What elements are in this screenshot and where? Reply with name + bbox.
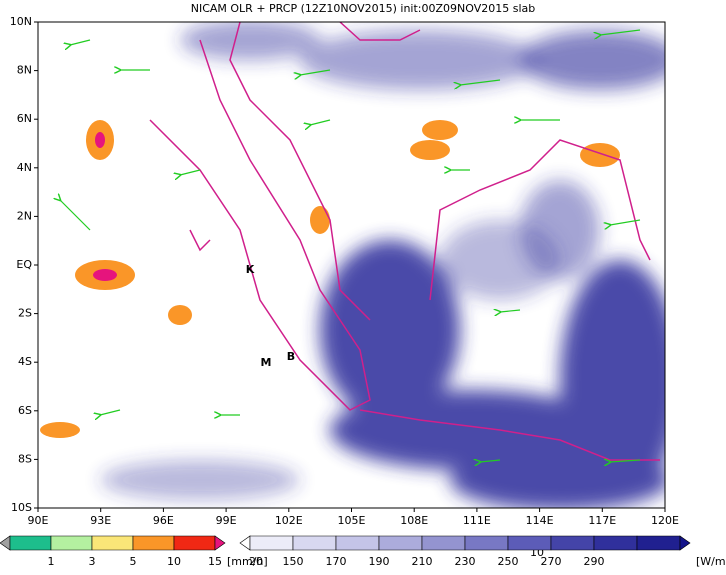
lon-label: 102E (275, 514, 303, 527)
lat-label: EQ (16, 258, 32, 271)
map-field (38, 22, 665, 508)
lon-label: 111E (463, 514, 491, 527)
color-swatch (550, 535, 595, 551)
color-swatch (679, 535, 691, 551)
marker-label: K (246, 263, 255, 276)
legend-label: 1 (48, 555, 55, 568)
legend-label: 290 (584, 555, 605, 568)
lat-label: 6S (18, 404, 32, 417)
color-swatch (132, 535, 175, 551)
color-swatch (239, 535, 251, 551)
marker-label: M (261, 356, 272, 369)
legend-label: 170 (326, 555, 347, 568)
lon-label: 90E (28, 514, 49, 527)
lat-label: 10N (10, 15, 32, 28)
color-swatch (0, 535, 11, 551)
lon-label: 96E (153, 514, 174, 527)
lat-label: 8N (17, 64, 32, 77)
color-swatch (507, 535, 552, 551)
lat-label: 4N (17, 161, 32, 174)
lon-label: 120E (651, 514, 679, 527)
marker-label: B (287, 350, 295, 363)
color-swatch (9, 535, 52, 551)
legend-label: 15 (208, 555, 222, 568)
lat-label: 2N (17, 209, 32, 222)
color-swatch (173, 535, 216, 551)
color-swatch (91, 535, 134, 551)
legend-label: 250 (498, 555, 519, 568)
title: NICAM OLR + PRCP (12Z10NOV2015) init:00Z… (191, 2, 536, 15)
lon-label: 117E (588, 514, 616, 527)
lat-label: 4S (18, 355, 32, 368)
legend-label: 150 (283, 555, 304, 568)
color-swatch (378, 535, 423, 551)
legend-label: 270 (541, 555, 562, 568)
legend-label: 190 (369, 555, 390, 568)
color-swatch (249, 535, 294, 551)
lat-label: 2S (18, 307, 32, 320)
legend-label: 210 (412, 555, 433, 568)
color-swatch (335, 535, 380, 551)
color-swatch (214, 535, 226, 551)
legend-unit: [mm/h] (227, 555, 268, 568)
legend-label: 20 (249, 555, 263, 568)
lon-label: 99E (216, 514, 237, 527)
legend-unit: [W/m^2] (696, 555, 726, 568)
lon-label: 93E (90, 514, 111, 527)
legend-label: 3 (89, 555, 96, 568)
color-swatch (421, 535, 466, 551)
lon-label: 105E (338, 514, 366, 527)
lat-label: 6N (17, 112, 32, 125)
lat-label: 8S (18, 452, 32, 465)
legend-label: 230 (455, 555, 476, 568)
color-swatch (50, 535, 93, 551)
lon-label: 114E (526, 514, 554, 527)
lon-label: 108E (400, 514, 428, 527)
color-swatch (593, 535, 638, 551)
color-swatch (464, 535, 509, 551)
color-swatch (636, 535, 681, 551)
legend-label: 5 (130, 555, 137, 568)
legend-label: 10 (167, 555, 181, 568)
color-swatch (292, 535, 337, 551)
lat-label: 10S (11, 501, 32, 514)
